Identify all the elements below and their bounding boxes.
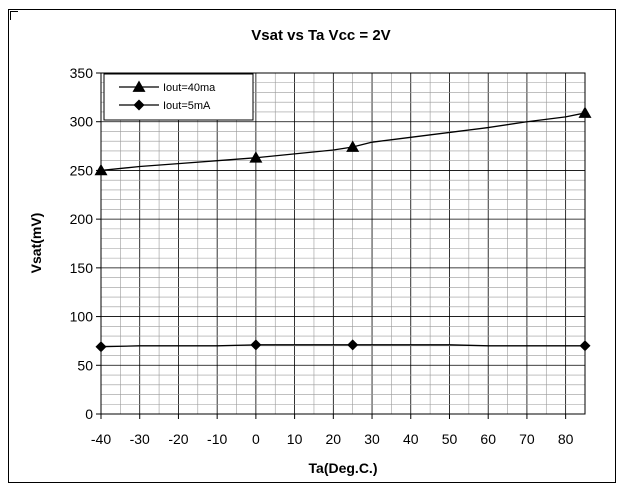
y-tick-label: 350 [70,65,94,81]
x-tick-label: 30 [364,431,380,447]
series-1 [94,106,592,176]
legend-box [103,73,254,121]
y-tick-label: 100 [70,309,94,325]
y-tick-label: 200 [70,211,94,227]
x-tick-label: 0 [252,431,260,447]
corner-mark [10,11,18,20]
x-tick-label: 70 [519,431,535,447]
data-point [94,163,108,176]
x-tick-label: -30 [130,431,150,447]
x-tick-label: -40 [91,431,111,447]
x-tick-label: 20 [326,431,342,447]
y-tick-label: 250 [70,162,94,178]
axis-ticks: -40 -30 -20 -10 0 10 20 30 40 50 60 70 80 0 50 100 150 20… [70,65,574,447]
legend: Iout=40ma Iout=5mA [103,73,254,121]
data-point [95,341,107,353]
x-tick-label: -10 [207,431,227,447]
legend-diamond-marker [133,99,145,111]
x-tick-label: 50 [442,431,458,447]
data-point [250,339,262,351]
legend-triangle-marker [132,80,146,92]
legend-label: Iout=5mA [163,100,211,112]
y-tick-label: 150 [70,260,94,276]
data-point [579,340,591,352]
x-tick-label: 80 [558,431,574,447]
x-tick-label: -20 [168,431,188,447]
x-tick-label: 10 [287,431,303,447]
data-point [347,339,359,351]
plot-area [100,72,586,415]
x-tick-label: 40 [403,431,419,447]
x-axis-title: Ta(Deg.C.) [309,460,378,476]
data-point [578,106,592,118]
data-point [249,151,263,163]
y-tick-label: 50 [77,357,93,373]
y-tick-label: 300 [70,114,94,130]
series-2 [95,339,591,353]
y-tick-label: 0 [85,406,93,422]
legend-label: Iout=40ma [163,82,216,94]
series-layer [94,106,592,353]
y-axis-title: Vsat(mV) [28,213,44,274]
data-point [346,140,360,152]
x-tick-label: 60 [480,431,496,447]
chart-title: Vsat vs Ta Vcc = 2V [251,27,390,44]
